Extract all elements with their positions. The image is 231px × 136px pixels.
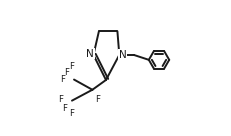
- Text: F: F: [95, 95, 100, 104]
- Text: N: N: [119, 50, 126, 60]
- Text: F: F: [58, 95, 63, 104]
- Text: F: F: [60, 75, 65, 84]
- Text: F: F: [70, 62, 74, 71]
- Text: F: F: [70, 109, 74, 118]
- Text: F: F: [62, 104, 67, 113]
- Text: F: F: [64, 68, 69, 77]
- Text: N: N: [86, 49, 94, 59]
